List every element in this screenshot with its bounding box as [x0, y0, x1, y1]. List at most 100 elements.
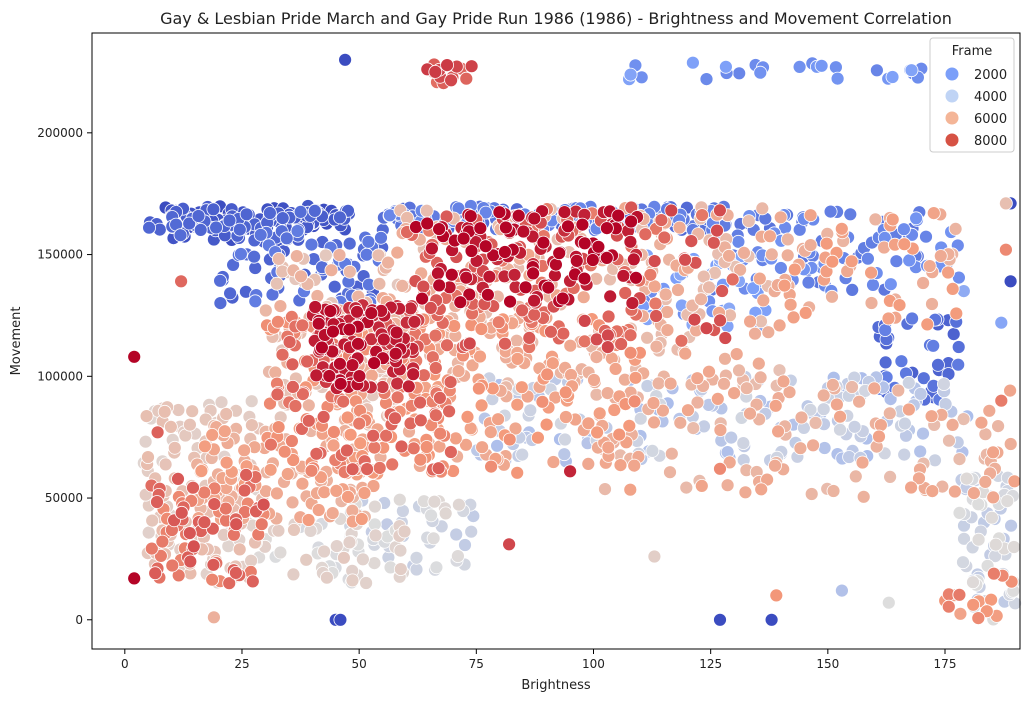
- data-point: [478, 205, 493, 220]
- data-point: [957, 531, 971, 546]
- data-point: [390, 376, 405, 391]
- data-point: [393, 543, 408, 558]
- data-point: [474, 322, 489, 336]
- data-point: [253, 227, 268, 242]
- data-point: [352, 369, 367, 384]
- data-point: [753, 370, 768, 385]
- x-tick-label: 125: [699, 657, 722, 671]
- data-point: [690, 395, 705, 410]
- data-point: [623, 234, 638, 249]
- data-point: [342, 264, 357, 279]
- data-point: [442, 404, 457, 419]
- data-point: [389, 325, 404, 340]
- data-point: [509, 333, 524, 348]
- data-point: [456, 231, 471, 246]
- data-point: [364, 306, 379, 321]
- data-point: [401, 379, 416, 394]
- data-point: [643, 267, 658, 282]
- data-point: [301, 513, 316, 527]
- data-point: [919, 229, 933, 244]
- data-point: [925, 484, 940, 499]
- data-point: [589, 350, 604, 365]
- data-point: [460, 409, 475, 424]
- data-point: [333, 376, 348, 391]
- data-point: [511, 208, 526, 223]
- data-point: [329, 483, 344, 498]
- data-point: [206, 557, 221, 572]
- data-point: [681, 403, 695, 418]
- data-point: [623, 328, 638, 343]
- legend-swatch: [945, 133, 959, 147]
- data-point: [664, 203, 679, 218]
- data-point: [171, 471, 185, 486]
- data-point: [575, 217, 590, 232]
- data-point: [432, 278, 447, 293]
- data-point: [956, 412, 971, 427]
- data-point: [577, 271, 592, 286]
- data-point: [209, 220, 224, 235]
- data-point: [649, 339, 664, 354]
- data-point: [295, 387, 310, 402]
- data-point: [139, 409, 154, 424]
- data-point: [823, 204, 838, 219]
- data-point: [309, 368, 324, 383]
- data-point: [158, 457, 173, 472]
- data-point: [343, 427, 358, 442]
- data-point: [475, 440, 490, 455]
- data-point: [883, 277, 898, 292]
- data-point: [295, 476, 310, 491]
- data-point: [155, 534, 170, 549]
- data-point: [699, 321, 714, 336]
- data-point: [845, 380, 859, 394]
- data-point: [186, 539, 201, 554]
- data-point: [424, 508, 439, 523]
- data-point: [536, 235, 551, 250]
- data-point: [945, 417, 960, 432]
- data-point: [722, 455, 737, 470]
- data-point: [608, 361, 623, 376]
- data-point: [213, 273, 228, 288]
- data-point: [459, 71, 474, 86]
- data-point: [483, 425, 498, 440]
- data-point: [424, 241, 439, 256]
- x-tick-label: 50: [352, 657, 367, 671]
- data-point: [141, 525, 156, 540]
- data-point: [502, 432, 517, 447]
- data-point: [864, 296, 879, 310]
- data-point: [651, 376, 666, 391]
- data-point: [695, 208, 709, 223]
- data-point: [920, 317, 935, 332]
- data-point: [967, 486, 981, 501]
- data-point: [645, 443, 660, 458]
- data-point: [657, 230, 672, 245]
- data-point: [713, 203, 727, 218]
- data-point: [924, 409, 939, 424]
- data-point: [826, 377, 840, 392]
- data-point: [263, 396, 277, 411]
- data-point: [374, 230, 388, 245]
- data-point: [569, 253, 584, 268]
- data-point: [590, 425, 604, 440]
- data-point: [901, 375, 916, 390]
- data-point: [614, 337, 628, 351]
- data-point: [317, 544, 332, 559]
- data-point: [763, 229, 777, 244]
- data-point: [658, 287, 673, 302]
- data-point: [845, 282, 860, 297]
- data-point: [514, 380, 529, 395]
- data-point: [713, 612, 727, 627]
- data-point: [232, 542, 247, 557]
- data-point: [239, 467, 254, 482]
- data-point: [286, 567, 301, 582]
- data-point: [141, 450, 155, 465]
- data-point: [326, 324, 340, 339]
- data-point: [819, 236, 834, 251]
- data-point: [390, 390, 405, 405]
- data-point: [357, 486, 372, 500]
- data-point: [518, 280, 533, 295]
- data-point: [558, 385, 573, 400]
- x-tick-label: 75: [469, 657, 484, 671]
- data-point: [531, 430, 545, 445]
- data-point: [145, 513, 160, 528]
